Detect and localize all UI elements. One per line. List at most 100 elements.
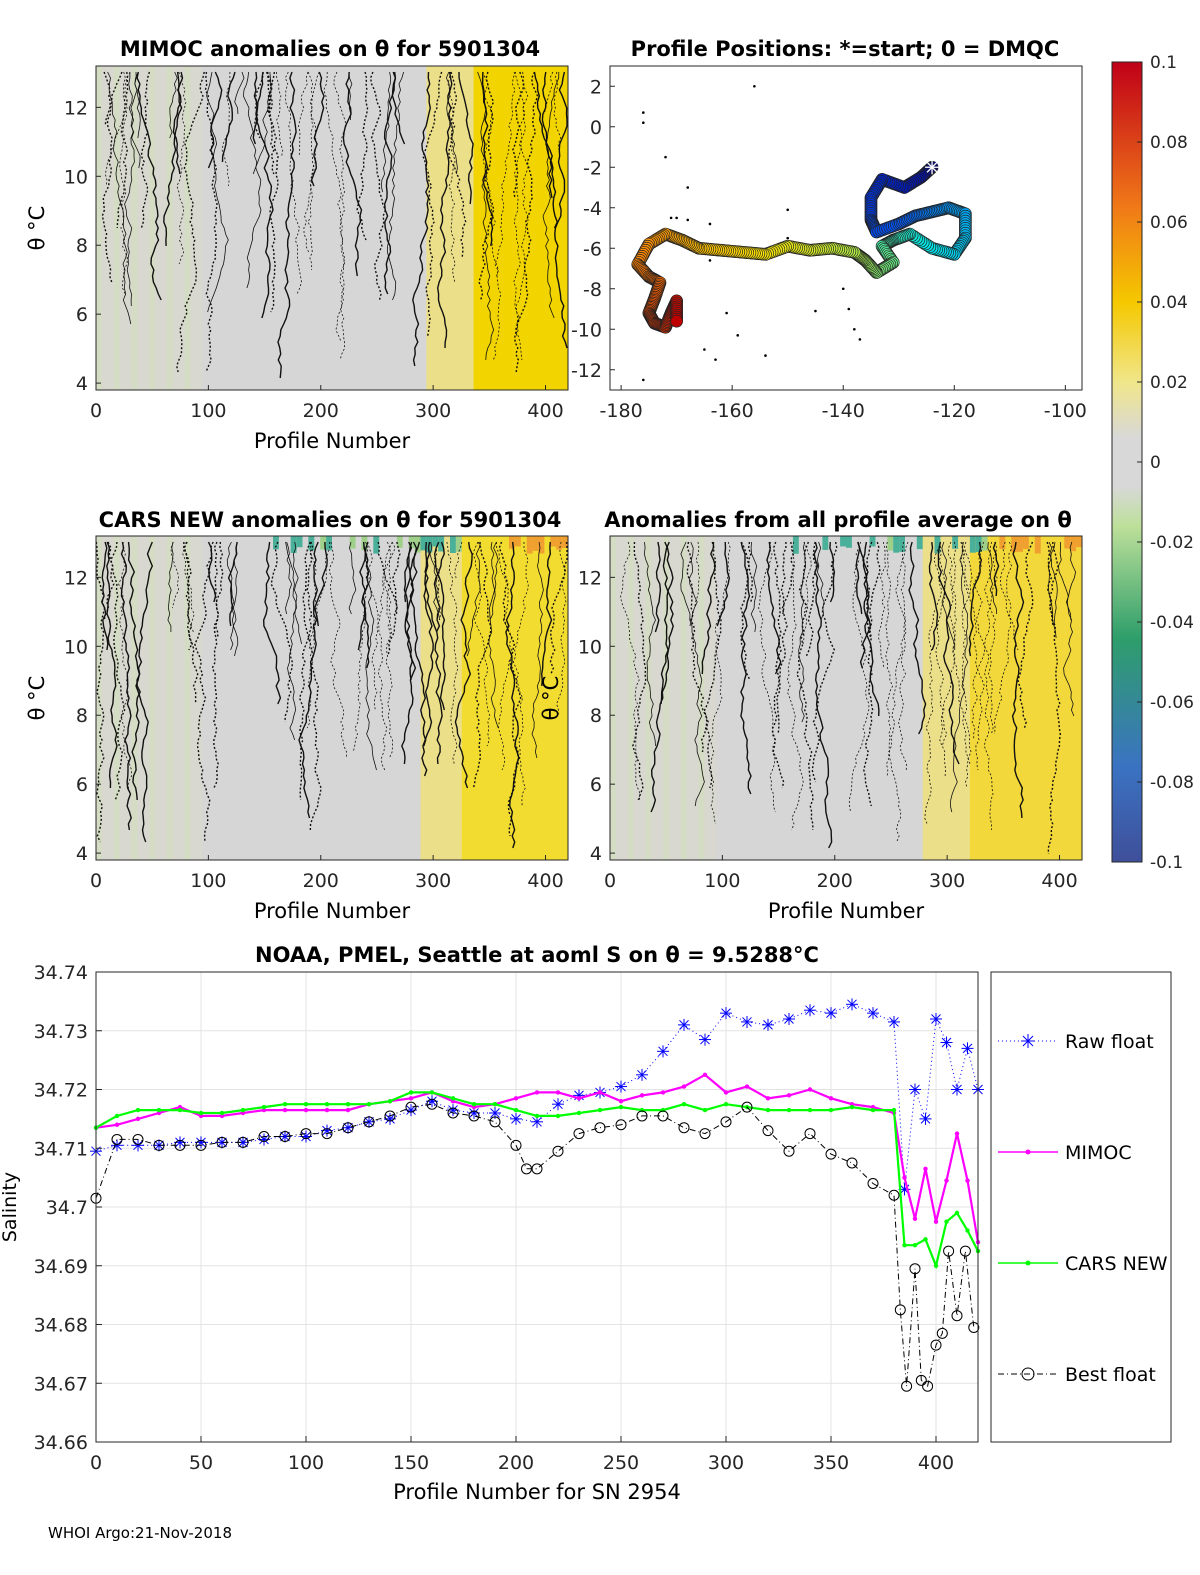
heat-cell [131, 66, 138, 390]
y-tick-label: 8 [76, 705, 88, 727]
heat-contour [412, 71, 432, 367]
series-point [258, 1131, 270, 1142]
heat-cell [1064, 536, 1071, 860]
series-point [828, 1107, 834, 1113]
series-point [489, 1107, 501, 1119]
series-point [135, 1116, 141, 1122]
position-dot [814, 309, 817, 313]
heat-cell [432, 66, 439, 390]
series-point [618, 1099, 624, 1104]
heat-contour [531, 541, 544, 759]
heat-contour [369, 71, 387, 301]
start-star-stroke [926, 161, 938, 173]
heat-cell [556, 66, 563, 390]
heat-cell-top [396, 536, 404, 548]
y-tick-label: 34.74 [34, 962, 88, 984]
series-point [930, 1339, 942, 1351]
star-stroke [511, 1114, 521, 1124]
series-point [678, 1018, 690, 1031]
star-stroke [742, 1017, 752, 1027]
heat-contour [298, 541, 319, 819]
colorbar-tick-label: 0.02 [1150, 373, 1188, 393]
heat-cell [757, 536, 764, 860]
series-point [573, 1128, 585, 1140]
panel-mimoc: MIMOC anomalies on θ for 5901304 0 100 200… [25, 37, 569, 453]
series-point [912, 1216, 918, 1221]
series-point [943, 1245, 955, 1257]
heat-cell [196, 536, 203, 860]
series-point [762, 1125, 774, 1137]
star-stroke [889, 1017, 899, 1027]
heat-contour [206, 71, 229, 313]
heat-cell-top [952, 536, 959, 549]
series-cars-new [93, 1090, 981, 1270]
heat-cell [934, 536, 941, 860]
heat-contour [811, 541, 838, 783]
heat-contour [992, 541, 1000, 597]
heat-cell [131, 536, 138, 860]
series-point [531, 1115, 543, 1128]
heat-cell [155, 536, 162, 860]
series-point [195, 1139, 207, 1151]
heat-cell [343, 536, 351, 860]
heat-contour [104, 71, 131, 187]
heat-cell [255, 66, 262, 390]
series-best-float [90, 1098, 980, 1392]
heat-cell-top [414, 536, 421, 553]
heat-contour [1057, 542, 1075, 717]
heat-contour [207, 541, 217, 603]
heat-cell [899, 536, 906, 860]
heat-cell [396, 536, 404, 860]
heat-contour [265, 71, 273, 115]
heat-cell [278, 536, 286, 860]
heat-cell-top [296, 536, 303, 548]
series-point [279, 1131, 291, 1142]
heat-cell [349, 536, 357, 860]
panel-salinity-title: NOAA, PMEL, Seattle at aoml S on θ = 9.5… [255, 943, 819, 967]
colorbar-tick-label: -0.02 [1150, 533, 1194, 553]
heat-contour [798, 541, 807, 723]
position-dot [725, 311, 728, 315]
heat-cell [905, 536, 912, 860]
heat-cell [981, 536, 989, 860]
heat-cell [243, 66, 250, 390]
heat-cell [308, 536, 315, 860]
heat-contour [514, 71, 539, 373]
heat-cell [916, 536, 924, 860]
heat-contour [654, 541, 662, 633]
heat-cell [267, 536, 274, 860]
legend-label: Best float [1065, 1364, 1156, 1386]
x-tick-label: 100 [704, 870, 740, 892]
position-dot [708, 222, 712, 226]
heat-contour [482, 71, 499, 277]
heat-cell [491, 536, 498, 860]
heat-cell [149, 536, 156, 860]
series-point [741, 1015, 753, 1028]
heat-cell [208, 536, 215, 860]
series-point [342, 1121, 354, 1134]
series-point [510, 1112, 522, 1125]
star-stroke [931, 1014, 941, 1024]
heat-cell [432, 536, 439, 860]
series-point [489, 1116, 501, 1128]
series-point [639, 1093, 645, 1098]
heat-cell [420, 66, 427, 390]
heat-cell [1058, 536, 1065, 860]
heat-contour [908, 541, 927, 735]
heat-cell [887, 536, 894, 860]
heat-contour [302, 541, 322, 831]
heat-cell [349, 66, 357, 390]
heat-contour [643, 541, 656, 747]
x-tick-label: -180 [600, 400, 643, 422]
legend: Raw float MIMOC CARS NEW Best float [990, 971, 1172, 1443]
heat-cell [214, 66, 221, 390]
heat-cell [627, 536, 635, 860]
series-point [783, 1145, 795, 1157]
series-point [471, 1101, 477, 1107]
series-point [846, 1157, 858, 1169]
heat-cell [503, 66, 510, 390]
heat-contour [553, 71, 562, 157]
y-tick-label: 34.73 [34, 1021, 88, 1043]
heat-cell [615, 536, 623, 860]
series-point [447, 1107, 459, 1119]
